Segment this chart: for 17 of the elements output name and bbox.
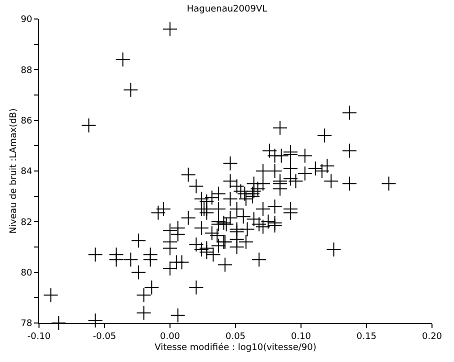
x-tick-label: -0.10 [27, 332, 51, 342]
x-tick-label: 0.00 [160, 332, 180, 342]
y-tick-label: 86 [20, 116, 32, 126]
y-tick-label: 78 [20, 319, 32, 330]
y-tick-label: 88 [20, 66, 32, 76]
x-tick-label: 0.10 [290, 332, 312, 342]
y-axis-title: Niveau de bruit :LAmax(dB) [9, 108, 20, 234]
y-tick-label: 84 [20, 167, 32, 178]
x-tick-label: 0.20 [422, 332, 442, 342]
chart-title: Haguenau2009VL [186, 4, 268, 15]
x-tick-label: 0.05 [225, 332, 246, 342]
y-tick-label: 80 [20, 268, 32, 278]
x-axis-title: Vitesse modifiée : log10(vitesse/90) [154, 342, 316, 353]
x-tick-label: -0.05 [92, 332, 116, 342]
x-tick-label: 0.15 [356, 332, 377, 342]
y-tick-label: 90 [20, 15, 32, 26]
y-tick-label: 82 [20, 218, 32, 228]
